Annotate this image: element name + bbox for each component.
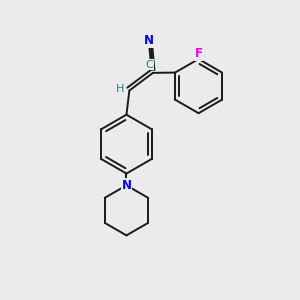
Text: H: H (116, 84, 125, 94)
Text: F: F (195, 47, 203, 60)
Text: N: N (144, 34, 154, 47)
Text: C: C (146, 60, 153, 70)
Text: N: N (122, 179, 131, 192)
